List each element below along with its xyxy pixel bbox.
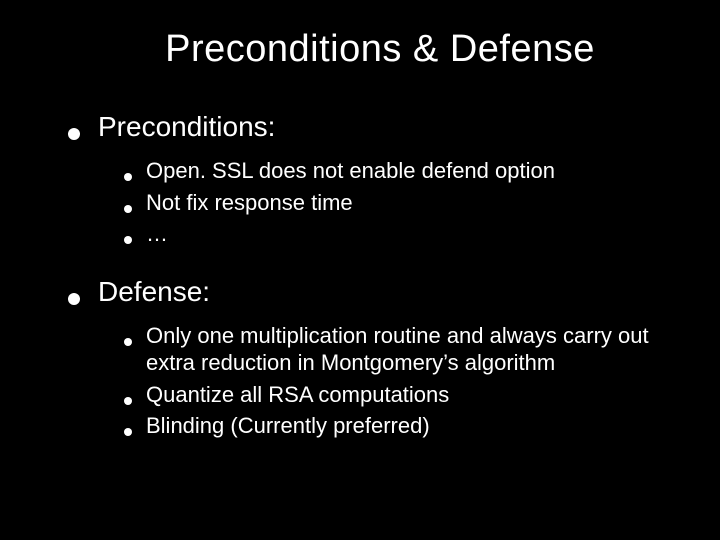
disc-icon bbox=[124, 397, 132, 405]
list-item: Quantize all RSA computations bbox=[124, 381, 680, 409]
item-text: Quantize all RSA computations bbox=[146, 381, 449, 409]
item-text: Only one multiplication routine and alwa… bbox=[146, 322, 680, 377]
slide: Preconditions & Defense Preconditions: O… bbox=[0, 0, 720, 540]
disc-icon bbox=[124, 173, 132, 181]
section-label: Preconditions: bbox=[98, 111, 275, 143]
item-text: … bbox=[146, 220, 168, 248]
disc-icon bbox=[68, 293, 80, 305]
disc-icon bbox=[124, 205, 132, 213]
list-item: … bbox=[124, 220, 680, 248]
section-defense: Defense: Only one multiplication routine… bbox=[68, 276, 680, 440]
content-list: Preconditions: Open. SSL does not enable… bbox=[40, 111, 680, 440]
list-item: Only one multiplication routine and alwa… bbox=[124, 322, 680, 377]
item-text: Open. SSL does not enable defend option bbox=[146, 157, 555, 185]
defense-items: Only one multiplication routine and alwa… bbox=[68, 322, 680, 440]
disc-icon bbox=[124, 338, 132, 346]
item-text: Not fix response time bbox=[146, 189, 353, 217]
list-item: Not fix response time bbox=[124, 189, 680, 217]
disc-icon bbox=[68, 128, 80, 140]
list-item: Blinding (Currently preferred) bbox=[124, 412, 680, 440]
item-text: Blinding (Currently preferred) bbox=[146, 412, 430, 440]
preconditions-items: Open. SSL does not enable defend option … bbox=[68, 157, 680, 248]
section-label: Defense: bbox=[98, 276, 210, 308]
list-item: Open. SSL does not enable defend option bbox=[124, 157, 680, 185]
section-preconditions: Preconditions: Open. SSL does not enable… bbox=[68, 111, 680, 248]
slide-title: Preconditions & Defense bbox=[80, 28, 680, 71]
disc-icon bbox=[124, 428, 132, 436]
disc-icon bbox=[124, 236, 132, 244]
